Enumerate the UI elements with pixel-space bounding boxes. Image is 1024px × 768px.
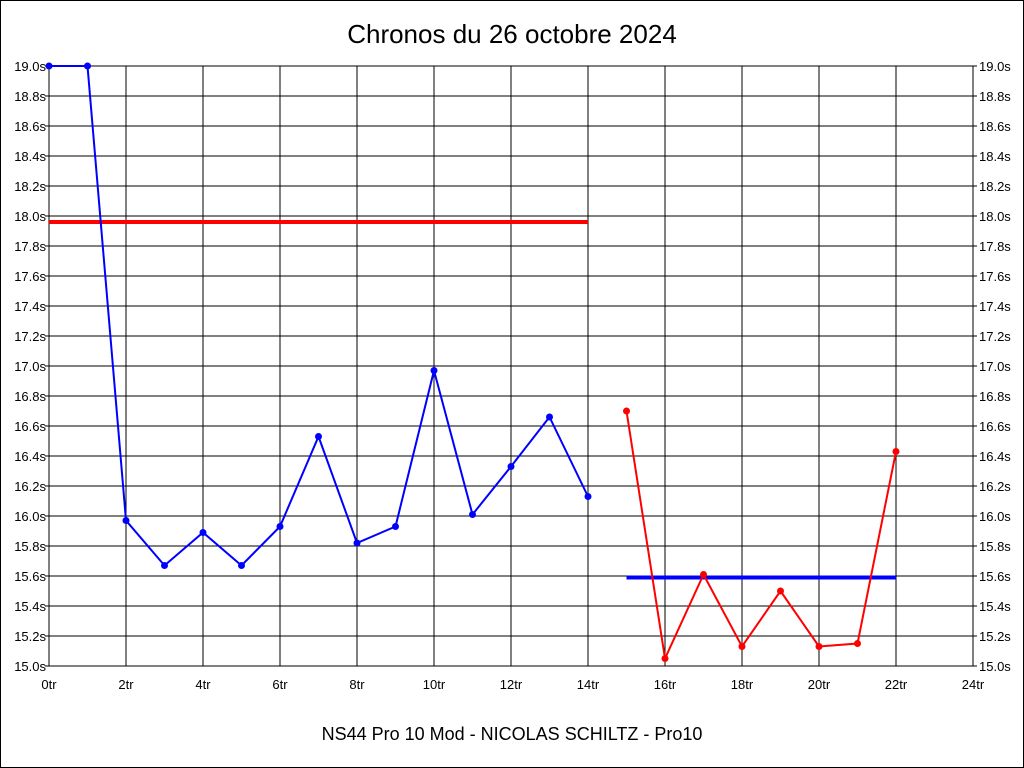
y-tick-label: 15.6s <box>14 569 46 584</box>
y-tick-label-right: 18.6s <box>979 119 1011 134</box>
y-tick-label-right: 15.0s <box>979 659 1011 674</box>
y-tick-label: 17.4s <box>14 299 46 314</box>
data-point <box>315 433 322 440</box>
y-tick-label-right: 19.0s <box>979 59 1011 74</box>
y-tick-label: 19.0s <box>14 59 46 74</box>
y-tick-label: 16.0s <box>14 509 46 524</box>
y-tick-label-right: 17.4s <box>979 299 1011 314</box>
x-tick-label: 10tr <box>423 677 446 692</box>
x-tick-label: 0tr <box>41 677 57 692</box>
y-tick-label-right: 17.2s <box>979 329 1011 344</box>
y-tick-label-right: 15.2s <box>979 629 1011 644</box>
y-tick-label-right: 16.0s <box>979 509 1011 524</box>
y-tick-label-right: 18.0s <box>979 209 1011 224</box>
y-tick-label: 17.6s <box>14 269 46 284</box>
y-tick-label-right: 18.2s <box>979 179 1011 194</box>
x-tick-label: 24tr <box>962 677 985 692</box>
data-point <box>469 511 476 518</box>
x-tick-label: 22tr <box>885 677 908 692</box>
data-point <box>623 407 630 415</box>
x-tick-label: 2tr <box>118 677 134 692</box>
x-tick-label: 6tr <box>272 677 288 692</box>
x-tick-label: 20tr <box>808 677 831 692</box>
data-point <box>777 587 784 595</box>
y-tick-label-right: 15.6s <box>979 569 1011 584</box>
y-tick-label: 16.8s <box>14 389 46 404</box>
y-tick-label-right: 17.8s <box>979 239 1011 254</box>
y-tick-label: 18.2s <box>14 179 46 194</box>
x-tick-label: 4tr <box>195 677 211 692</box>
y-tick-label-right: 18.4s <box>979 149 1011 164</box>
y-tick-label: 15.0s <box>14 659 46 674</box>
series-line <box>49 65 589 567</box>
y-tick-label-right: 18.8s <box>979 89 1011 104</box>
data-point <box>546 413 553 421</box>
y-tick-label-right: 15.8s <box>979 539 1011 554</box>
x-tick-label: 16tr <box>654 677 677 692</box>
data-point <box>430 367 438 374</box>
x-tick-label: 18tr <box>731 677 754 692</box>
data-point <box>892 448 900 455</box>
data-point <box>161 562 168 569</box>
y-tick-label-right: 16.8s <box>979 389 1011 404</box>
y-tick-label: 18.8s <box>14 89 46 104</box>
y-tick-label: 16.2s <box>14 479 46 494</box>
data-point <box>45 62 53 70</box>
data-point <box>276 523 284 530</box>
x-tick-label: 14tr <box>577 677 600 692</box>
y-tick-label: 18.6s <box>14 119 46 134</box>
data-point <box>392 523 399 530</box>
x-axis-label: NS44 Pro 10 Mod - NICOLAS SCHILTZ - Pro1… <box>322 724 703 744</box>
data-point <box>507 463 515 470</box>
data-point <box>700 571 707 578</box>
series-line <box>625 410 897 662</box>
chart-title: Chronos du 26 octobre 2024 <box>347 19 677 49</box>
data-point <box>84 62 91 70</box>
data-point <box>353 539 361 547</box>
data-point <box>661 655 669 662</box>
y-tick-label-right: 17.0s <box>979 359 1011 374</box>
data-point <box>122 517 130 524</box>
data-point <box>584 493 592 500</box>
y-tick-label: 16.4s <box>14 449 46 464</box>
y-tick-label: 15.2s <box>14 629 46 644</box>
y-tick-label-right: 16.2s <box>979 479 1011 494</box>
y-tick-label: 18.0s <box>14 209 46 224</box>
y-tick-label: 16.6s <box>14 419 46 434</box>
data-point <box>738 643 746 650</box>
y-tick-label-right: 16.6s <box>979 419 1011 434</box>
y-tick-label: 15.4s <box>14 599 46 614</box>
x-tick-label: 8tr <box>349 677 365 692</box>
y-tick-label: 18.4s <box>14 149 46 164</box>
data-point <box>815 643 823 650</box>
y-tick-label: 17.2s <box>14 329 46 344</box>
x-tick-label: 12tr <box>500 677 523 692</box>
y-tick-label: 17.8s <box>14 239 46 254</box>
data-point <box>238 562 245 569</box>
y-tick-label: 15.8s <box>14 539 46 554</box>
y-tick-label-right: 15.4s <box>979 599 1011 614</box>
data-point <box>199 529 207 536</box>
y-tick-label-right: 17.6s <box>979 269 1011 284</box>
y-tick-label-right: 16.4s <box>979 449 1011 464</box>
y-tick-label: 17.0s <box>14 359 46 374</box>
data-point <box>854 640 861 647</box>
